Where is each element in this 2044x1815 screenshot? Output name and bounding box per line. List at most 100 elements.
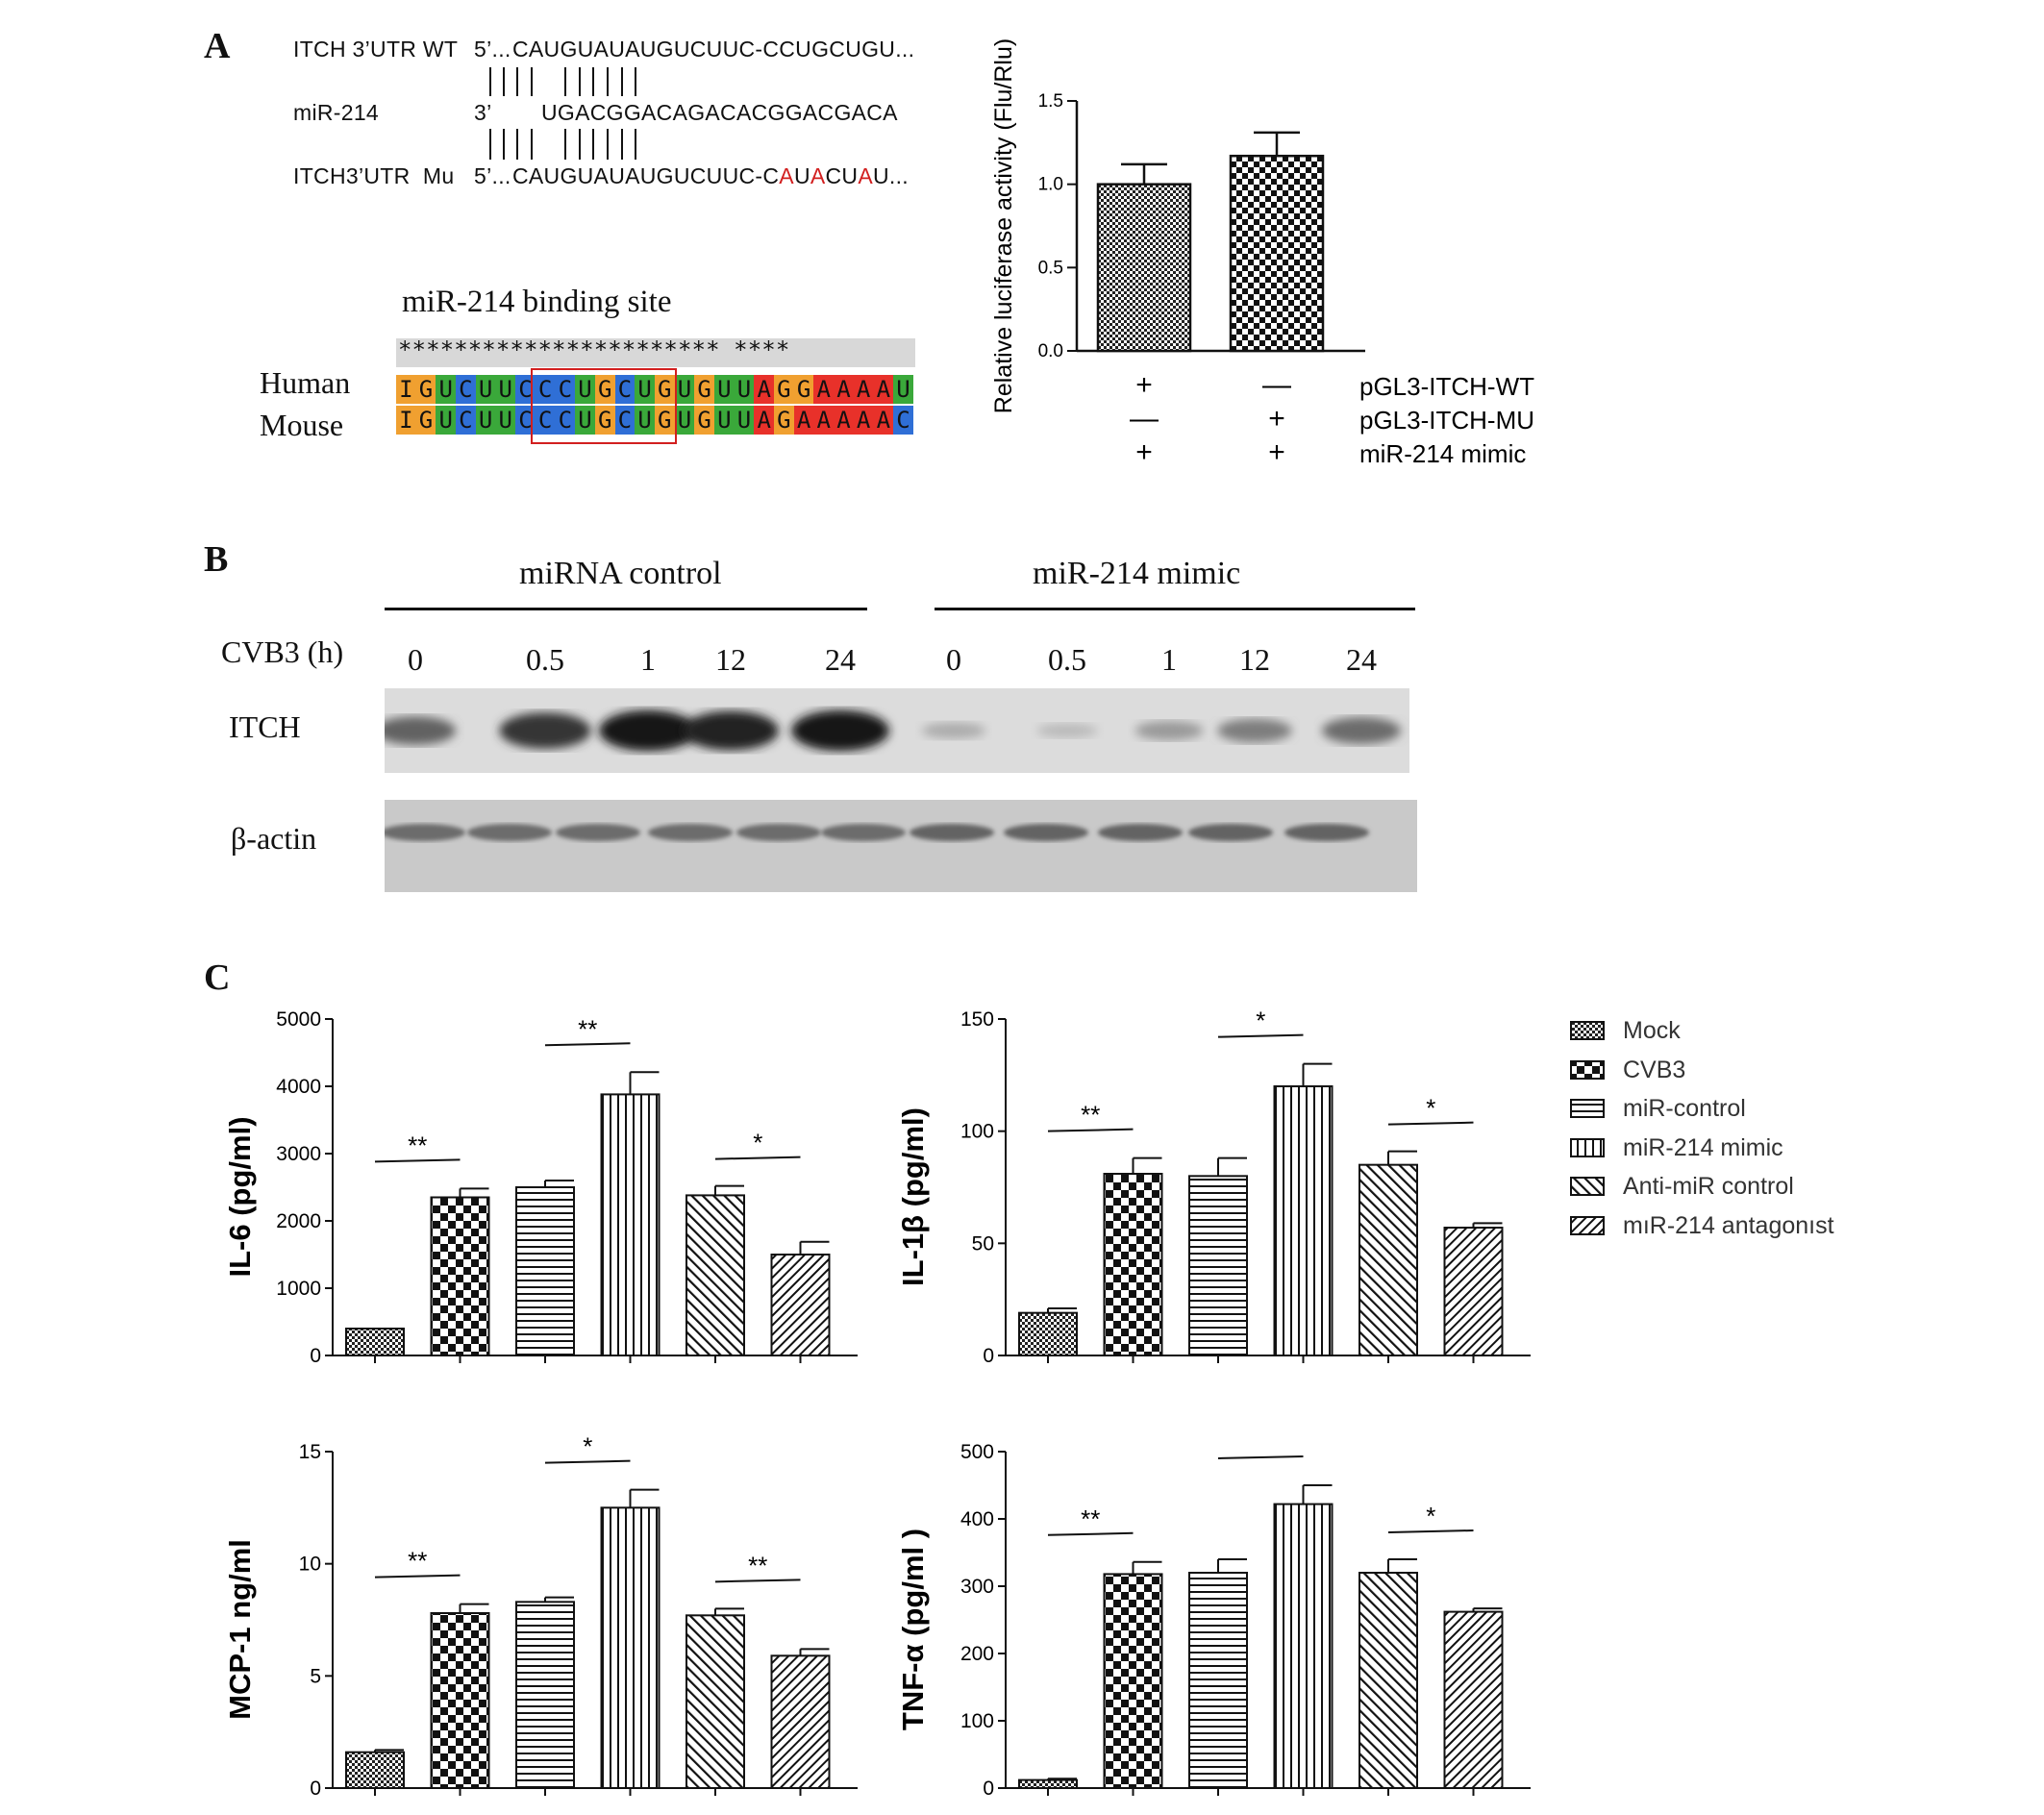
y-tick-label: 3000 xyxy=(276,1143,321,1165)
bar xyxy=(515,1601,575,1789)
luc-condition-sign: + xyxy=(1135,369,1153,401)
alignment-stars: *********************** **** xyxy=(398,336,790,363)
time-label: 0 xyxy=(946,642,961,677)
seq-part: A xyxy=(810,163,826,188)
y-axis-label: IL-1β (pg/ml) xyxy=(896,1107,930,1286)
legend-swatch xyxy=(1570,1059,1605,1080)
western-blot-actin xyxy=(385,800,1417,892)
luc-bar xyxy=(1096,183,1192,353)
bar xyxy=(1103,1173,1163,1356)
alignment-base: A xyxy=(853,375,874,404)
alignment-base: G xyxy=(654,406,675,435)
actin-band xyxy=(1004,824,1088,841)
y-axis-label: MCP-1 ng/ml xyxy=(223,1539,257,1720)
luc-condition-label: pGL3-ITCH-WT xyxy=(1359,372,1534,401)
seq-part: CAUGUAUAUGUCUUC-CCUGCUGU... xyxy=(512,37,915,62)
y-tick-label: 10 xyxy=(299,1554,321,1576)
y-tick-label: 100 xyxy=(960,1121,994,1143)
legend-swatch xyxy=(1570,1021,1605,1040)
alignment-base: G xyxy=(594,375,615,404)
seq-label-wt: ITCH 3’UTR WT xyxy=(293,37,459,62)
significance-label: ** xyxy=(408,1131,427,1159)
y-tick-label: 0 xyxy=(983,1778,994,1800)
bar xyxy=(1018,1311,1078,1356)
bar xyxy=(430,1612,490,1789)
luc-condition-sign: — xyxy=(1262,369,1291,401)
seq-part: U xyxy=(793,163,810,188)
legend-swatch-box xyxy=(1570,1137,1605,1157)
significance-line xyxy=(1387,1529,1474,1533)
significance-line xyxy=(1047,1531,1134,1536)
significance-line xyxy=(714,1156,801,1160)
alignment-base: U xyxy=(436,406,457,435)
bar xyxy=(685,1194,745,1356)
significance-line xyxy=(374,1158,461,1163)
bar xyxy=(430,1196,490,1356)
alignment-base: A xyxy=(834,375,854,404)
legend-label: Mock xyxy=(1623,1017,1681,1044)
actin-band xyxy=(1284,824,1369,841)
bar xyxy=(1359,1163,1418,1356)
alignment-base: A xyxy=(754,375,775,404)
significance-label: ** xyxy=(1081,1504,1100,1533)
itch-band xyxy=(1134,721,1204,740)
alignment-base: C xyxy=(555,375,576,404)
alignment-base: U xyxy=(635,375,655,404)
seq-part: CAUGUAUAUGUCUUC-C xyxy=(512,163,780,188)
alignment-base: U xyxy=(575,406,595,435)
pairing-lines xyxy=(489,67,636,160)
bar xyxy=(1273,1503,1334,1789)
legend-label: miR-214 mimic xyxy=(1623,1133,1783,1161)
significance-label: ** xyxy=(578,1014,597,1043)
alignment-base: U xyxy=(635,406,655,435)
seq-part: CU xyxy=(825,163,859,188)
y-tick-label: 0 xyxy=(983,1345,994,1367)
luc-condition-sign: + xyxy=(1268,436,1285,468)
significance-label: * xyxy=(1426,1502,1435,1530)
time-label: 0 xyxy=(408,642,423,677)
y-tick-label: 50 xyxy=(972,1232,994,1255)
seq-label-mir: miR-214 xyxy=(293,100,380,125)
bar xyxy=(1188,1175,1248,1356)
legend-swatch-box xyxy=(1570,1021,1605,1040)
alignment-base: G xyxy=(793,375,814,404)
significance-label: * xyxy=(753,1129,762,1157)
alignment-base: A xyxy=(873,406,894,435)
species-mouse: Mouse xyxy=(260,408,344,442)
panel-b-letter: B xyxy=(204,539,229,580)
alignment-base: U xyxy=(495,406,516,435)
alignment-base: C xyxy=(515,406,536,435)
seq-part: UGACGGACAGACACGGACGACA xyxy=(541,100,898,125)
actin-band xyxy=(556,824,640,841)
y-tick-label: 2000 xyxy=(276,1210,321,1232)
significance-label: ** xyxy=(748,1551,767,1579)
actin-band xyxy=(910,824,994,841)
legend-label: miR-control xyxy=(1623,1095,1746,1122)
seq-label-mu: ITCH3’UTR Mu xyxy=(293,163,455,188)
alignment-base: C xyxy=(515,375,536,404)
y-tick-label: 0 xyxy=(310,1345,321,1367)
y-tick-label: 400 xyxy=(960,1508,994,1530)
significance-line xyxy=(1217,1455,1304,1459)
bar xyxy=(1188,1572,1248,1789)
alignment-base: U xyxy=(714,375,735,404)
alignment-base: C xyxy=(614,375,636,404)
itch-band xyxy=(1036,723,1098,738)
actin-membrane xyxy=(385,800,1417,892)
y-tick-label: 300 xyxy=(960,1576,994,1598)
alignment-base: C xyxy=(535,375,556,404)
time-label: 24 xyxy=(825,642,856,677)
time-label: 12 xyxy=(715,642,746,677)
alignment-base: A xyxy=(754,406,775,435)
bar xyxy=(1443,1227,1504,1356)
binding-site-title: miR-214 binding site xyxy=(402,285,672,319)
legend-label: mıR-214 antagonıst xyxy=(1623,1211,1834,1239)
legend-swatch-box xyxy=(1570,1215,1605,1235)
seq-prefix-wt: 5’... xyxy=(474,37,511,62)
panel-a-letter: A xyxy=(204,26,231,66)
alignment-base: G xyxy=(415,406,436,435)
luc-y-axis-label: Relative luciferase activity (Flu/Rlu) xyxy=(990,38,1017,413)
